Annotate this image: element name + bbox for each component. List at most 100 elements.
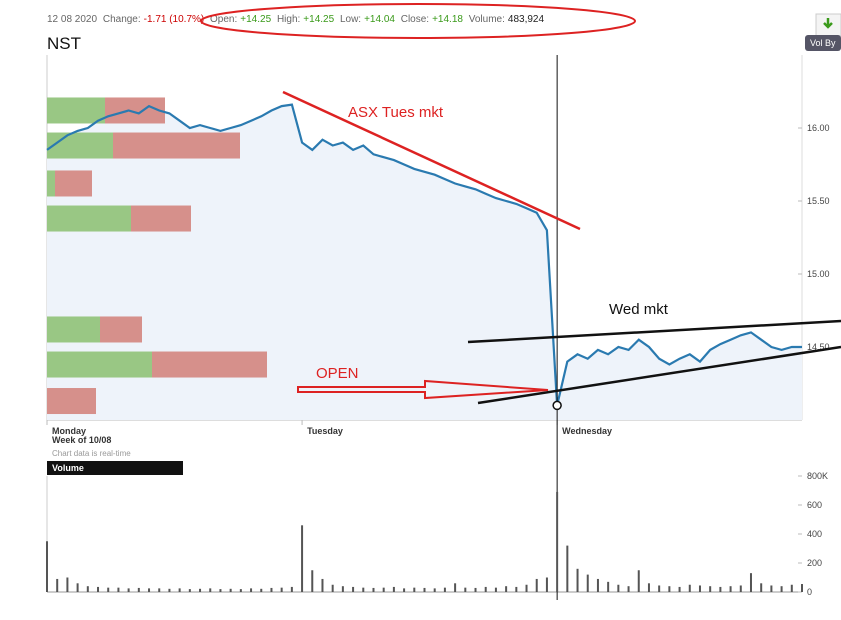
volume-bar	[454, 583, 457, 592]
profile-buy	[47, 351, 152, 378]
volume-bar	[770, 585, 773, 592]
volume-bar	[556, 491, 559, 592]
volume-bar	[596, 578, 599, 592]
quote-value: +14.18	[432, 14, 463, 25]
profile-sell	[113, 132, 240, 159]
volume-bar	[576, 568, 579, 592]
quote-value: +14.25	[303, 14, 335, 25]
channel-line	[477, 345, 841, 405]
volume-bar	[46, 541, 48, 592]
volume-bar	[219, 589, 222, 592]
volume-bar	[801, 584, 803, 592]
volume-bar	[56, 578, 59, 592]
volume-bar	[188, 589, 191, 592]
quote-value: +14.25	[240, 14, 272, 25]
vol-by-label: Vol By	[810, 38, 836, 48]
profile-sell	[105, 97, 165, 124]
volume-bar	[668, 586, 671, 592]
volume-bar	[250, 588, 253, 592]
profile-sell	[100, 316, 142, 343]
volume-bar	[586, 574, 589, 592]
volume-bar	[464, 587, 467, 592]
volume-bar	[484, 586, 487, 592]
ticker: NST	[47, 34, 81, 53]
realtime-note: Chart data is real-time	[52, 449, 131, 458]
channel-line	[467, 319, 841, 344]
volume-bar	[260, 588, 263, 592]
profile-sell	[131, 205, 191, 232]
highlight-ellipse	[200, 3, 636, 39]
volume-bar	[749, 573, 752, 592]
volume-bar	[709, 586, 712, 592]
profile-sell	[55, 170, 92, 197]
volume-bar	[739, 585, 742, 592]
y-tick-label: 14.50	[807, 342, 830, 352]
annotation: OPEN	[316, 365, 359, 382]
x-tick-label: Wednesday	[562, 426, 612, 436]
profile-sell	[47, 388, 96, 415]
profile-buy	[47, 97, 105, 124]
volume-bar	[178, 588, 181, 592]
download-icon	[823, 18, 833, 29]
trend-line	[282, 90, 581, 231]
volume-bar	[362, 587, 365, 592]
volume-bar	[127, 588, 130, 592]
annotation: Wed mkt	[609, 301, 669, 318]
volume-bar	[168, 588, 171, 592]
volume-bar	[525, 584, 528, 592]
volume-bar	[698, 585, 701, 592]
quote-label: Open:	[210, 14, 238, 25]
profile-buy	[47, 132, 113, 159]
volume-bar	[301, 525, 304, 592]
volume-bar	[76, 583, 79, 592]
quote-value: -1.71 (10.7%)	[143, 14, 205, 25]
volume-bar	[678, 586, 681, 592]
volume-bar	[413, 587, 416, 592]
volume-bar	[545, 577, 548, 592]
vol-by-button[interactable]	[805, 35, 841, 51]
profile-buy	[47, 170, 55, 197]
y-tick-label: 600	[807, 500, 822, 510]
volume-bar	[505, 586, 508, 592]
volume-bar	[392, 586, 395, 592]
quote-label: Close:	[400, 14, 430, 25]
quote-label: Volume:	[468, 14, 505, 25]
open-arrow	[297, 379, 549, 400]
volume-bar	[239, 589, 242, 592]
open-marker	[552, 400, 562, 411]
volume-bar	[148, 588, 151, 592]
volume-bar	[729, 586, 732, 592]
volume-bar	[760, 583, 763, 592]
volume-bar	[433, 588, 436, 592]
volume-bar	[535, 578, 538, 592]
volume-bar	[382, 587, 385, 592]
volume-header	[47, 461, 183, 475]
volume-bar	[474, 587, 477, 592]
volume-bar	[607, 581, 610, 592]
quote-label: Change:	[102, 14, 141, 25]
volume-bar	[158, 588, 161, 592]
volume-bar	[311, 570, 314, 592]
volume-title: Volume	[52, 463, 84, 473]
volume-bar	[515, 586, 518, 592]
quote-bar: 12 08 2020 Change: -1.71 (10.7%) Open: +14…	[47, 14, 547, 25]
volume-bar	[423, 587, 426, 592]
volume-bar	[86, 586, 89, 592]
volume-bar	[280, 587, 283, 592]
volume-bar	[117, 587, 120, 592]
volume-bar	[137, 587, 140, 592]
volume-bar	[443, 587, 446, 592]
volume-bar	[229, 588, 232, 592]
y-tick-label: 0	[807, 587, 812, 597]
volume-bar	[790, 584, 793, 592]
volume-bar	[403, 588, 406, 592]
y-tick-label: 15.00	[807, 269, 830, 279]
y-tick-label: 15.50	[807, 196, 830, 206]
price-line	[46, 103, 802, 406]
x-tick-label: Tuesday	[307, 426, 343, 436]
y-tick-label: 16.00	[807, 123, 830, 133]
volume-bar	[617, 584, 620, 592]
volume-bar	[341, 586, 344, 592]
